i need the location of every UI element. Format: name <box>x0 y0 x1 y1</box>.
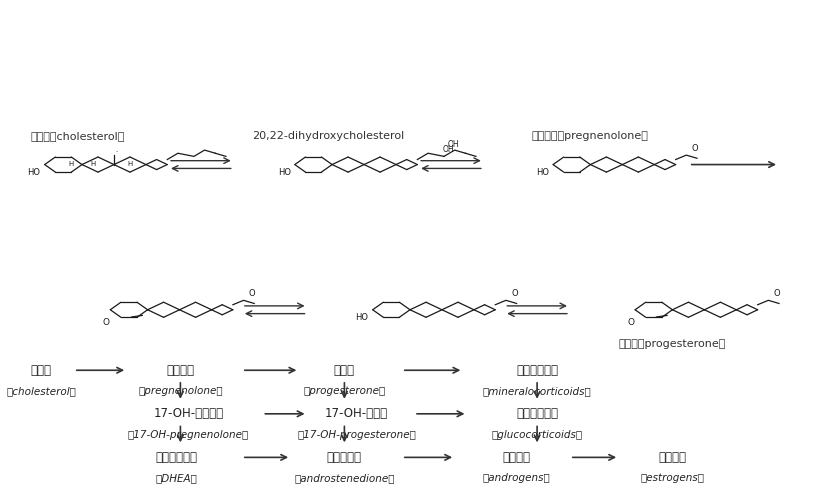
Text: HO: HO <box>355 313 369 322</box>
Text: OH: OH <box>447 140 459 149</box>
Text: 孕甾酮: 孕甾酮 <box>333 364 355 377</box>
Text: O: O <box>248 289 255 299</box>
Text: 雄甾烯二酮: 雄甾烯二酮 <box>327 451 361 464</box>
Text: HO: HO <box>278 167 291 177</box>
Text: 17-OH-孕甾酮: 17-OH-孕甾酮 <box>325 408 387 420</box>
Text: （mineralocorticoids）: （mineralocorticoids） <box>482 386 590 396</box>
Text: 20,22-dihydroxycholesterol: 20,22-dihydroxycholesterol <box>251 131 404 141</box>
Text: 雌激素类: 雌激素类 <box>658 451 686 464</box>
Text: ·: · <box>115 150 117 155</box>
Text: （glucocorticoids）: （glucocorticoids） <box>491 430 582 439</box>
Text: O: O <box>627 318 634 327</box>
Text: 17-OH-孕烯醇酮: 17-OH-孕烯醇酮 <box>153 408 224 420</box>
Text: （progesterone）: （progesterone） <box>303 386 385 396</box>
Text: （androstenedione）: （androstenedione） <box>294 473 394 483</box>
Text: HO: HO <box>28 167 41 177</box>
Text: （androgens）: （androgens） <box>482 473 550 483</box>
Text: H: H <box>127 161 133 167</box>
Text: O: O <box>102 318 110 327</box>
Text: （17-OH-progesterone）: （17-OH-progesterone） <box>297 430 415 439</box>
Text: 孕甾酮（progesterone）: 孕甾酮（progesterone） <box>618 339 725 349</box>
Text: 盐皮质激素类: 盐皮质激素类 <box>515 364 558 377</box>
Text: （cholesterol）: （cholesterol） <box>6 386 76 396</box>
Text: 胆固醇: 胆固醇 <box>30 364 52 377</box>
Text: H: H <box>90 161 95 167</box>
Text: （pregnenolone）: （pregnenolone） <box>138 386 223 396</box>
Text: （estrogens）: （estrogens） <box>640 473 704 483</box>
Text: （17-OH-pregnenolone）: （17-OH-pregnenolone） <box>128 430 249 439</box>
Text: HO: HO <box>536 167 549 177</box>
Text: （DHEA）: （DHEA） <box>155 473 197 483</box>
Text: 胆固醇（cholesterol）: 胆固醇（cholesterol） <box>30 131 125 141</box>
Text: O: O <box>772 289 779 299</box>
Text: H: H <box>69 161 74 167</box>
Text: 雄激素类: 雄激素类 <box>502 451 530 464</box>
Text: 孕烯醇酮（pregnenolone）: 孕烯醇酮（pregnenolone） <box>532 131 648 141</box>
Text: O: O <box>690 144 697 153</box>
Text: 糖皮质激素类: 糖皮质激素类 <box>515 408 558 420</box>
Text: 脱氢表雄甾酮: 脱氢表雄甾酮 <box>155 451 197 464</box>
Text: 孕烯醇酮: 孕烯醇酮 <box>166 364 194 377</box>
Text: O: O <box>510 289 517 299</box>
Text: OH: OH <box>442 146 454 154</box>
